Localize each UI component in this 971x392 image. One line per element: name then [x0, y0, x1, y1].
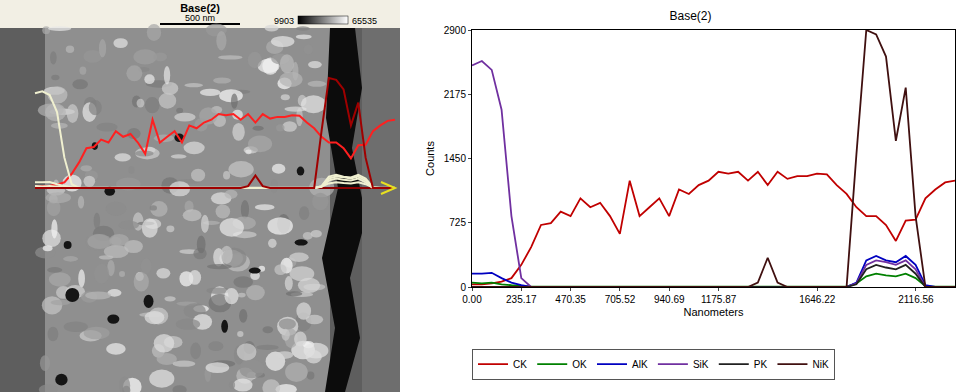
svg-text:1450: 1450	[444, 153, 467, 164]
svg-text:2900: 2900	[444, 25, 467, 36]
svg-text:1175.87: 1175.87	[701, 294, 737, 305]
svg-text:725: 725	[449, 217, 466, 228]
svg-text:9903: 9903	[274, 16, 294, 26]
svg-text:PK: PK	[754, 359, 768, 370]
svg-text:2175: 2175	[444, 89, 467, 100]
svg-text:470.35: 470.35	[555, 294, 586, 305]
svg-text:235.17: 235.17	[506, 294, 537, 305]
svg-text:NiK: NiK	[812, 359, 828, 370]
svg-text:705.52: 705.52	[605, 294, 636, 305]
svg-text:Base(2): Base(2)	[669, 9, 711, 23]
svg-text:500 nm: 500 nm	[185, 13, 215, 23]
svg-text:0: 0	[460, 282, 466, 293]
svg-text:1646.22: 1646.22	[799, 294, 836, 305]
svg-text:2116.56: 2116.56	[898, 294, 934, 305]
svg-text:OK: OK	[572, 359, 587, 370]
svg-text:Counts: Counts	[424, 141, 436, 176]
svg-text:CK: CK	[513, 359, 527, 370]
svg-text:0.00: 0.00	[462, 294, 482, 305]
svg-text:940.69: 940.69	[654, 294, 685, 305]
svg-text:AlK: AlK	[632, 359, 648, 370]
svg-text:Nanometers: Nanometers	[684, 306, 744, 318]
svg-text:SiK: SiK	[693, 359, 709, 370]
svg-text:65535: 65535	[352, 16, 377, 26]
svg-text:Base(2): Base(2)	[180, 2, 220, 14]
